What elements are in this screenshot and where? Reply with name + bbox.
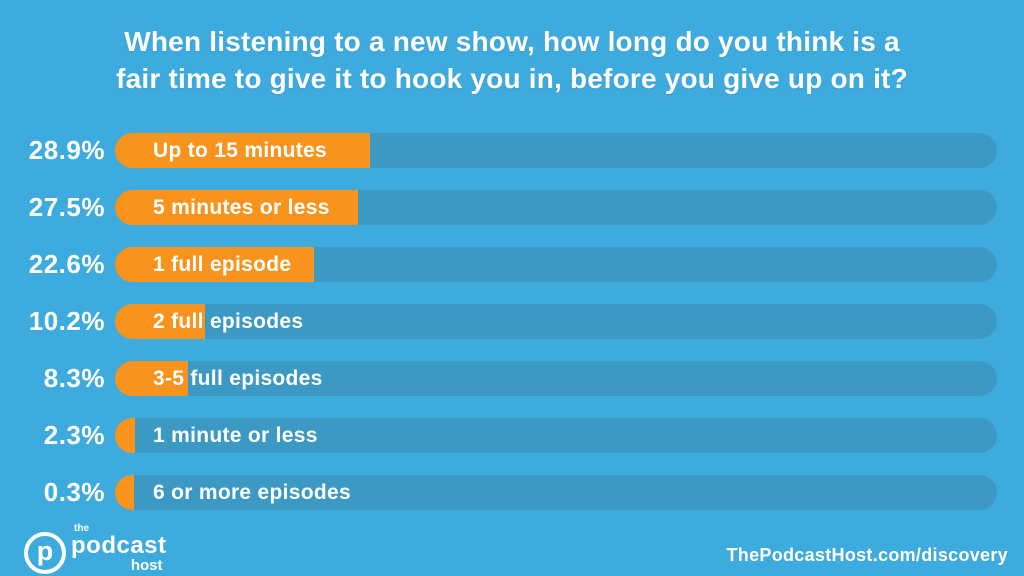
bar-fill [115,361,189,396]
logo-host-text: host [130,557,163,574]
bar-fill [115,190,358,225]
bar-track: Up to 15 minutes [115,133,997,168]
logo-wordmark: the podcast host [71,523,167,574]
bar-track: 6 or more episodes [115,475,997,510]
bar-value-label: 0.3% [43,477,105,507]
bar-row: 2.3% 1 minute or less [0,418,997,453]
chart-title-line-2: fair time to give it to hook you in, bef… [116,62,908,94]
logo-p-letter: p [36,536,54,566]
bar-row: 8.3% 3-5 full episodes [0,361,997,396]
bar-category-label: 1 minute or less [153,423,318,447]
bar-category-label: 6 or more episodes [153,480,351,504]
bar-row: 0.3% 6 or more episodes [0,475,997,510]
bar-track: 5 minutes or less [115,190,997,225]
bar-fill [115,247,315,282]
bar-fill [115,304,205,339]
bar-fill [115,418,136,453]
bar-category-label: 5 minutes or less [153,195,330,219]
bar-category-label: Up to 15 minutes [153,138,327,162]
bar-row: 10.2% 2 full episodes [0,304,997,339]
chart-title-line-1: When listening to a new show, how long d… [124,26,900,57]
bar-value-label: 8.3% [43,363,105,393]
chart-title: When listening to a new show, how long d… [10,24,1014,98]
logo-the-text: the [74,523,89,534]
podcast-host-logo: p the podcast host [24,524,167,574]
bar-category-label: 1 full episode [153,252,292,276]
bar-value-label: 22.6% [28,249,105,279]
bar-row: 22.6% 1 full episode [0,247,997,282]
bar-value-label: 2.3% [43,420,105,450]
bar-row: 27.5% 5 minutes or less [0,190,997,225]
footer-url: ThePodcastHost.com/discovery [726,545,1008,565]
bar-track: 2 full episodes [115,304,997,339]
bar-value-label: 28.9% [28,135,105,165]
podcast-host-logo-icon: p [24,532,66,574]
bar-category-label: 3-5 full episodes [153,366,323,390]
bar-row: 28.9% Up to 15 minutes [0,133,997,168]
bar-chart: 28.9% Up to 15 minutes 27.5% 5 minutes o… [0,133,997,532]
bar-value-label: 27.5% [28,192,105,222]
bar-value-label: 10.2% [28,306,105,336]
logo-podcast-text: podcast [71,532,167,559]
bar-fill [115,475,134,510]
bar-track: 3-5 full episodes [115,361,997,396]
bar-track: 1 full episode [115,247,997,282]
bar-category-label: 2 full episodes [153,309,304,333]
bar-track: 1 minute or less [115,418,997,453]
bar-fill [115,133,370,168]
